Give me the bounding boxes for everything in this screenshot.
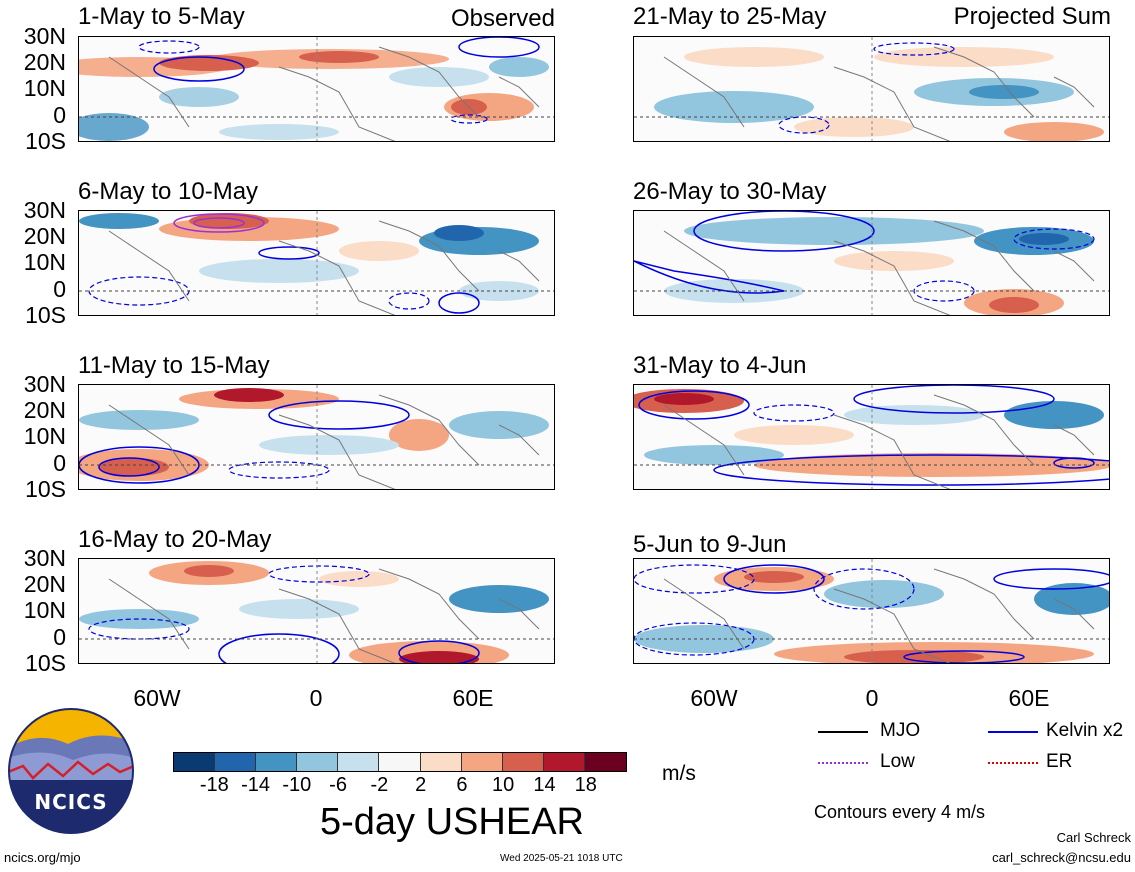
colorbar-cell [338,753,380,771]
lon-label: 0 [309,685,323,711]
lon-label: 60E [452,685,494,711]
lat-label: 0 [53,276,66,302]
shear-field [79,559,554,663]
shear-field [634,385,1109,489]
map-area [78,558,555,664]
lat-label: 20N [23,397,66,423]
panel-title: 31-May to 4-Jun [633,352,807,379]
lat-label: 20N [23,49,66,75]
colorbar-tick-label: -14 [241,774,270,796]
lon-label: 60W [690,685,738,711]
lat-label: 10N [23,423,66,449]
colorbar-tick-label: 14 [533,774,556,796]
lon-label: 0 [865,685,879,711]
legend-line-mjo [818,731,868,733]
panel-title: 21-May to 25-May [633,3,827,30]
colorbar [173,752,627,772]
colorbar-cell [461,753,503,771]
colorbar-tick-label: -10 [282,774,312,796]
colorbar-units: m/s [662,762,696,785]
shear-field [634,211,1109,315]
colorbar-tick-label: 10 [492,774,515,796]
map-area [633,384,1110,490]
lat-label: 10S [25,302,66,328]
map-area [633,558,1110,664]
lon-label: 60W [133,685,181,711]
contour-note: Contours every 4 m/s [814,802,986,822]
footer-url[interactable]: ncics.org/mjo [4,850,81,865]
shear-field [634,559,1109,663]
shear-field [79,385,554,489]
legend-label-mjo: MJO [880,720,921,741]
lat-label: 10S [25,476,66,502]
colorbar-tick-label: 18 [574,774,597,796]
map-area [633,36,1110,142]
lon-label: 60E [1008,685,1050,711]
colorbar-cell [584,753,627,771]
lat-label: 0 [53,102,66,128]
colorbar-cell [543,753,585,771]
colorbar-cell [297,753,339,771]
projected-label: Projected Sum [953,3,1111,30]
map-area [633,210,1110,316]
lat-label: 0 [53,450,66,476]
lat-label: 10N [23,75,66,101]
map-area [78,384,555,490]
footer-email[interactable]: carl_schreck@ncsu.edu [992,850,1131,865]
colorbar-tick-label: 6 [456,774,468,796]
colorbar-tick-label: 2 [415,774,427,796]
legend-line-er [988,762,1038,764]
lat-label: 10S [25,650,66,676]
shear-field [634,37,1109,141]
logo-icon [8,708,134,834]
colorbar-cell [502,753,544,771]
legend-label-er: ER [1046,751,1073,772]
observed-label: Observed [450,5,555,32]
colorbar-cell [215,753,257,771]
colorbar-tick-label: -2 [370,774,389,796]
legend-label-low: Low [880,751,915,772]
lat-label: 10N [23,249,66,275]
panel-title: 11-May to 15-May [78,352,270,379]
map-area [78,210,555,316]
colorbar-cell [174,753,216,771]
colorbar-tick-label: -18 [199,774,229,796]
colorbar-cell [379,753,421,771]
lat-label: 10S [25,128,66,154]
lat-label: 30N [23,371,66,397]
colorbar-cell [420,753,462,771]
panel-title: 6-May to 10-May [78,178,259,205]
footer-timestamp: Wed 2025-05-21 1018 UTC [500,853,623,864]
legend-label-kelvin: Kelvin x2 [1046,720,1124,741]
colorbar-ticks: -18 -14 -10 -6 -2 2 6 10 14 18 [173,774,627,798]
footer-author: Carl Schreck [1056,830,1131,845]
colorbar-cell [256,753,298,771]
lat-label: 10N [23,597,66,623]
lat-label: 30N [23,197,66,223]
lat-label: 20N [23,571,66,597]
shear-field [79,211,554,315]
ncics-logo[interactable]: NCICS [8,708,134,834]
panel-title: 26-May to 30-May [633,178,827,205]
legend-line-low [818,762,868,764]
logo-text: NCICS [34,790,108,814]
panel-title: 16-May to 20-May [78,526,272,553]
legend-line-kelvin [988,731,1038,733]
panel-title: 1-May to 5-May [78,3,245,30]
lat-label: 30N [23,545,66,571]
lat-label: 30N [23,23,66,49]
shear-field [79,37,554,141]
map-area [78,36,555,142]
panel-title: 5-Jun to 9-Jun [633,531,787,558]
main-title: 5-day USHEAR [320,801,584,843]
lat-label: 0 [53,624,66,650]
lat-label: 20N [23,223,66,249]
colorbar-tick-label: -6 [329,774,347,796]
